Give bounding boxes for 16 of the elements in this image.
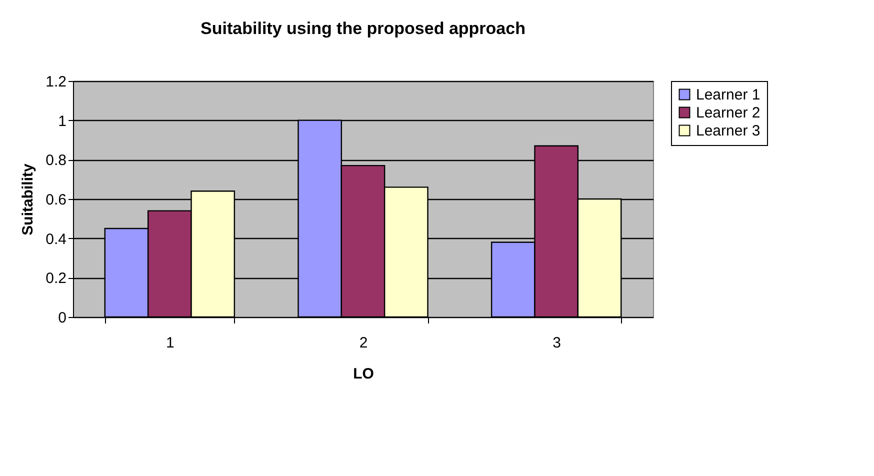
x-tick-label: 3: [552, 334, 562, 352]
legend-label: Learner 3: [696, 122, 760, 140]
y-axis-title: Suitability: [20, 163, 37, 236]
x-tick-label: 1: [166, 334, 174, 352]
chart-title: Suitability using the proposed approach: [200, 19, 526, 38]
x-tick-label: 2: [359, 334, 368, 352]
y-tick-label: 0: [58, 310, 66, 326]
legend-label: Learner 2: [696, 104, 760, 122]
legend-label: Learner 1: [696, 86, 760, 104]
y-tick-label: 1: [58, 112, 66, 130]
y-tick-label: 1.2: [46, 74, 66, 90]
y-tick-label: 0.2: [46, 270, 66, 288]
y-tick-label: 0.4: [46, 230, 66, 248]
y-tick-label: 0.8: [46, 152, 66, 170]
x-axis-title: LO: [353, 366, 374, 382]
y-tick-label: 0.6: [46, 192, 66, 208]
